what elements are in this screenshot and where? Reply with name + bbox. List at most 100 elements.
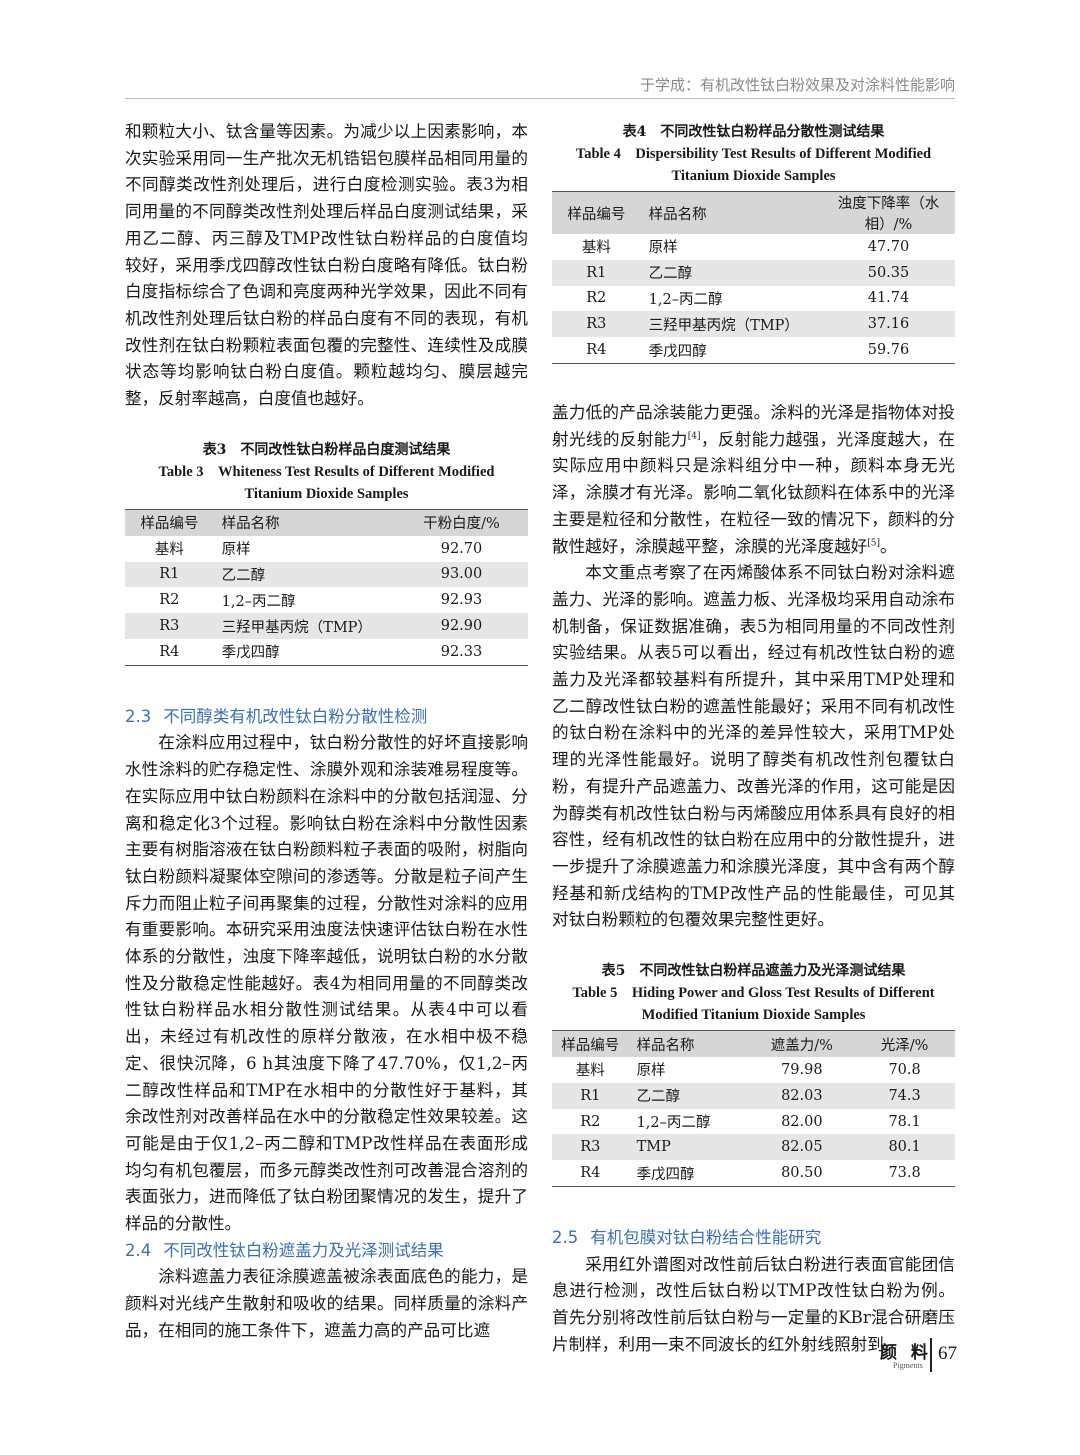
data-table: 样品编号 样品名称 浊度下降率（水相）/% 基料 原样 47.70 R1 乙二醇 50.35 R2… <box>552 191 955 364</box>
table-caption-en: Table 3 Whiteness Test Results of Differ… <box>158 463 495 502</box>
table-cell: R4 <box>159 643 180 660</box>
table-cell: 92.70 <box>440 540 483 557</box>
text-run: 涂料遮盖力表征涂膜遮盖被涂表面底色的能力，是颜料对光线产生散射和吸收的结果。同样… <box>125 1267 528 1340</box>
table-cell: 78.1 <box>888 1113 921 1130</box>
text-run: 采用红外谱图对改性前后钛白粉进行表面官能团信息进行检测，改性后钛白粉以TMP改性… <box>552 1254 955 1354</box>
text-run: ，反射能力越强，光泽度越大，在实际应用中颜料只是涂料组分中一种，颜料本身无光泽，… <box>552 429 956 556</box>
table-cell: 基料 <box>581 240 611 257</box>
table-cell: TMP <box>628 1134 750 1161</box>
column-header: 样品编号 <box>552 1030 629 1058</box>
text-run: 。 <box>880 536 897 556</box>
table-cell: 70.8 <box>888 1061 921 1078</box>
table-cell: 原样 <box>648 240 678 257</box>
section-number: 2.5 <box>552 1228 579 1248</box>
column-header: 浊度下降率（水相）/% <box>822 191 955 234</box>
table-block: 表3 不同改性钛白粉样品白度测试结果 Table 3 Whiteness Test… <box>125 439 528 666</box>
table-cell: 原样 <box>221 542 251 559</box>
table-row: R3 TMP 82.05 80.1 <box>552 1134 955 1161</box>
section-number: 2.3 <box>125 706 152 726</box>
section-title: 有机包膜对钛白粉结合性能研究 <box>590 1228 822 1248</box>
table-cell: 1,2–丙二醇 <box>636 1115 711 1132</box>
table-cell: 季戊四醇 <box>636 1166 695 1183</box>
data-table: 样品编号 样品名称 干粉白度/% 基料 原样 92.70 R1 乙二醇 93.00 R2 1,2–丙… <box>125 508 528 666</box>
header-row: 样品编号 样品名称 浊度下降率（水相）/% <box>552 191 955 234</box>
table-cell: 原样 <box>636 1063 666 1080</box>
table-cell: R3 <box>125 613 214 639</box>
table-cell: 1,2–丙二醇 <box>221 593 296 610</box>
table-cell: 93.00 <box>395 561 528 588</box>
data-table: 样品编号 样品名称 遮盖力/% 光泽/% 基料 原样 79.98 70.8 R1 乙二醇 82.03… <box>552 1030 955 1188</box>
column-header: 样品名称 <box>213 509 395 536</box>
table-row: R2 1,2–丙二醇 92.93 <box>125 587 528 613</box>
table-cell: 74.3 <box>854 1082 955 1109</box>
column-header: 干粉白度/% <box>395 509 528 536</box>
table-cell: 47.70 <box>867 238 910 255</box>
table-caption: 表4 不同改性钛白粉样品分散性测试结果 <box>622 124 885 140</box>
citation: [4] <box>687 431 701 442</box>
table-caption-en: Table 5 Hiding Power and Gloss Test Resu… <box>572 985 935 1024</box>
citation: [5] <box>867 537 881 548</box>
journal-name-en: Pigments <box>893 1361 923 1370</box>
text-run: 盖力低的产品涂装能力更强。涂料的光泽是指物体对投射光线的反射能力 <box>552 402 955 449</box>
paragraph: 在涂料应用过程中，钛白粉分散性的好坏直接影响水性涂料的贮存稳定性、涂膜外观和涂装… <box>125 730 528 1237</box>
table-cell: R3 <box>552 311 641 338</box>
table-row: R4 季戊四醇 80.50 73.8 <box>552 1160 955 1186</box>
text-run: 本文重点考察了在丙烯酸体系不同钛白粉对涂料遮盖力、光泽的影响。遮盖力板、光泽极均… <box>552 563 955 930</box>
footer-bar <box>930 1338 932 1372</box>
table-cell: R1 <box>125 561 214 588</box>
text-run: 在涂料应用过程中，钛白粉分散性的好坏直接影响水性涂料的贮存稳定性、涂膜外观和涂装… <box>125 733 528 1234</box>
table-cell: 80.1 <box>854 1134 955 1161</box>
header-rule <box>125 98 955 99</box>
table-cell: 50.35 <box>822 259 955 286</box>
table-cell: 基料 <box>575 1063 605 1080</box>
paragraph: 采用红外谱图对改性前后钛白粉进行表面官能团信息进行检测，改性后钛白粉以TMP改性… <box>552 1252 955 1359</box>
paragraph: 涂料遮盖力表征涂膜遮盖被涂表面底色的能力，是颜料对光线产生散射和吸收的结果。同样… <box>125 1264 528 1344</box>
table-cell: 82.05 <box>749 1134 855 1161</box>
table-row: R1 乙二醇 50.35 <box>552 259 955 286</box>
table-cell: 41.74 <box>867 290 910 307</box>
header-row: 样品编号 样品名称 遮盖力/% 光泽/% <box>552 1030 955 1058</box>
table-block: 表4 不同改性钛白粉样品分散性测试结果 Table 4 Dispersibilit… <box>552 121 955 364</box>
column-header: 遮盖力/% <box>749 1030 855 1058</box>
table-cell: 80.50 <box>781 1165 823 1182</box>
table-cell: 73.8 <box>888 1165 921 1182</box>
table-cell: 季戊四醇 <box>221 645 280 662</box>
table-cell: 92.93 <box>440 592 483 609</box>
table-cell: 92.33 <box>440 643 483 660</box>
table-cell: 1,2–丙二醇 <box>648 291 723 308</box>
header-row: 样品编号 样品名称 干粉白度/% <box>125 509 528 536</box>
table-row: R1 乙二醇 93.00 <box>125 561 528 588</box>
table-row: R4 季戊四醇 92.33 <box>125 639 528 665</box>
table-cell: 92.90 <box>395 613 528 639</box>
column-header: 样品编号 <box>552 191 641 234</box>
table-block: 表5 不同改性钛白粉样品遮盖力及光泽测试结果 Table 5 Hiding Pow… <box>552 960 955 1188</box>
table-cell: R2 <box>580 1113 601 1130</box>
journal-name: 颜 料 <box>880 1343 932 1363</box>
table-row: R2 1,2–丙二醇 82.00 78.1 <box>552 1109 955 1135</box>
paragraph: 盖力低的产品涂装能力更强。涂料的光泽是指物体对投射光线的反射能力[4]，反射能力… <box>552 400 955 560</box>
text-run: 和颗粒大小、钛含量等因素。为减少以上因素影响，本次实验采用同一生产批次无机锆铝包… <box>125 122 528 409</box>
table-cell: R4 <box>580 1165 601 1182</box>
right-column: 表4 不同改性钛白粉样品分散性测试结果 Table 4 Dispersibilit… <box>552 119 955 1359</box>
table-cell: R1 <box>552 259 641 286</box>
table-row: 基料 原样 92.70 <box>125 536 528 562</box>
table-caption: 表3 不同改性钛白粉样品白度测试结果 <box>202 441 451 458</box>
table-cell: 乙二醇 <box>628 1082 750 1109</box>
column-header: 样品名称 <box>628 1030 750 1058</box>
table-row: R4 季戊四醇 59.76 <box>552 337 955 363</box>
paragraph: 本文重点考察了在丙烯酸体系不同钛白粉对涂料遮盖力、光泽的影响。遮盖力板、光泽极均… <box>552 560 955 934</box>
table-row: R1 乙二醇 82.03 74.3 <box>552 1082 955 1109</box>
paragraph: 和颗粒大小、钛含量等因素。为减少以上因素影响，本次实验采用同一生产批次无机锆铝包… <box>125 119 528 413</box>
table-cell: 79.98 <box>781 1061 823 1078</box>
page-number: 67 <box>938 1343 957 1364</box>
running-title: 于学成：有机改性钛白粉效果及对涂料性能影响 <box>639 76 955 94</box>
table-cell: 59.76 <box>867 342 910 359</box>
table-cell: R2 <box>159 592 180 609</box>
section-title: 不同醇类有机改性钛白粉分散性检测 <box>163 706 428 726</box>
table-cell: R3 <box>552 1134 629 1161</box>
table-cell: R4 <box>586 342 607 359</box>
table-cell: 三羟甲基丙烷（TMP） <box>640 311 822 338</box>
section-title: 不同改性钛白粉遮盖力及光泽测试结果 <box>163 1240 444 1260</box>
table-row: 基料 原样 79.98 70.8 <box>552 1057 955 1083</box>
table-cell: 乙二醇 <box>640 259 822 286</box>
